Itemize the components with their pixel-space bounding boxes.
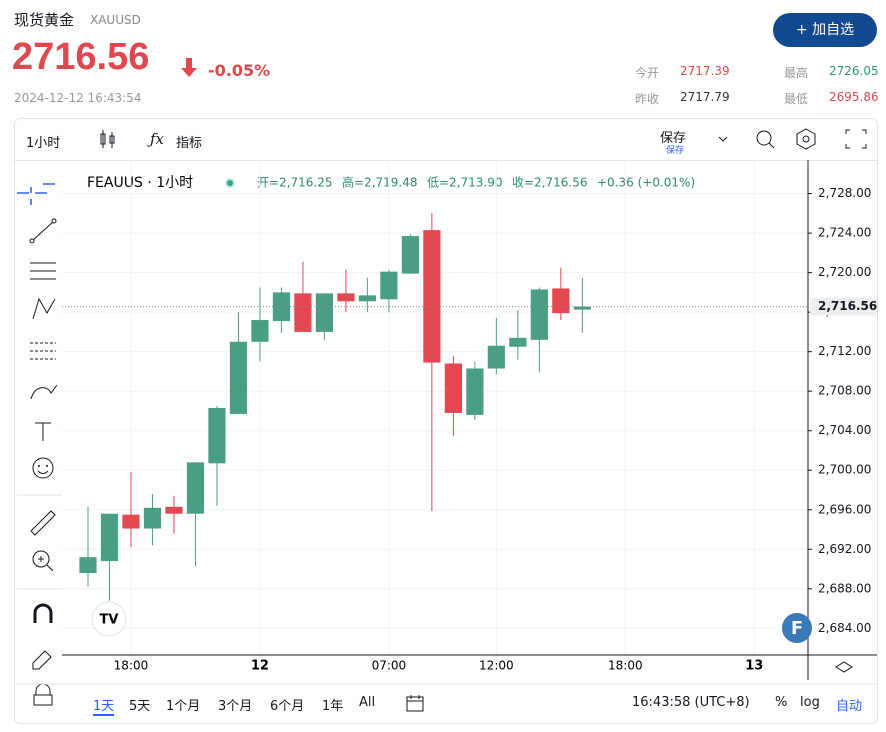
range-button[interactable]: All <box>359 695 376 710</box>
drawing-tools <box>17 183 62 706</box>
instrument-name: 现货黄金 <box>14 11 75 29</box>
stat-label: 最低 <box>784 92 809 106</box>
y-tick-label: 2,712.00 <box>818 344 871 358</box>
y-tick-label: 2,704.00 <box>818 423 871 437</box>
candle-body <box>552 288 570 314</box>
candle-body <box>380 271 398 300</box>
candle-body <box>444 363 462 413</box>
stat-label: 昨收 <box>635 92 660 106</box>
range-button[interactable]: 3个月 <box>218 699 253 714</box>
stat-value: 2717.79 <box>680 90 730 104</box>
stat-value: 2717.39 <box>680 64 730 78</box>
range-button[interactable]: 5天 <box>129 699 151 714</box>
candle-body <box>423 230 441 363</box>
x-tick-label: 07:00 <box>372 659 407 673</box>
indicators-button[interactable]: 指标 <box>176 136 203 151</box>
timestamp: 2024-12-12 16:43:54 <box>14 91 142 105</box>
price: 2716.56 <box>12 36 150 78</box>
candle-body <box>401 236 419 274</box>
down-arrow <box>181 58 197 77</box>
candle-body <box>487 345 505 369</box>
y-tick-label: 2,700.00 <box>818 463 871 477</box>
toolbar-divider <box>15 160 877 161</box>
f-logo <box>782 613 812 643</box>
chart-widget <box>14 118 878 724</box>
save-button[interactable]: 保存 <box>660 131 687 146</box>
candle-body <box>573 306 591 310</box>
x-tick-label: 12 <box>251 659 269 674</box>
y-tick-label: 2,688.00 <box>818 581 871 595</box>
auto-toggle[interactable]: 自动 <box>836 699 863 714</box>
range-button[interactable]: 6个月 <box>270 699 305 714</box>
last-price-box <box>810 297 876 316</box>
instrument-symbol: XAUUSD <box>90 13 141 27</box>
y-tick-label: 2,724.00 <box>818 226 871 240</box>
chart-type-button[interactable] <box>98 128 118 150</box>
candle-body <box>229 341 248 414</box>
indicators-icon: ƒx <box>150 130 165 148</box>
candle-body <box>186 462 205 514</box>
save-dropdown[interactable] <box>716 134 730 144</box>
candle-body <box>165 506 183 514</box>
clock: 16:43:58 (UTC+8) <box>632 695 750 710</box>
legend-high: 高=2,719.48 <box>342 175 418 190</box>
add-watchlist-button[interactable]: + 加自选 <box>773 13 877 47</box>
stat-label: 最高 <box>784 66 809 80</box>
candle-body <box>509 337 527 347</box>
tv-logo <box>91 601 127 637</box>
f-logo-text: F <box>791 618 803 639</box>
log-toggle[interactable]: log <box>800 695 820 710</box>
legend-change: +0.36 (+0.01%) <box>597 176 695 190</box>
y-tick-label: 2,696.00 <box>818 502 871 516</box>
stat-value: 2726.05 <box>829 64 879 78</box>
last-price-label: 2,716.56 <box>818 299 877 313</box>
interval-button[interactable]: 1小时 <box>26 136 61 151</box>
legend-close: 收=2,716.56 <box>512 176 588 190</box>
y-tick-label: 2,708.00 <box>818 384 871 398</box>
tv-logo-text: TV <box>100 613 119 628</box>
range-button[interactable]: 1天 <box>93 695 115 716</box>
candle-body <box>79 557 97 573</box>
candle-body <box>122 514 140 529</box>
candle-body <box>143 507 162 529</box>
candle-body <box>315 293 334 332</box>
stat-label: 今开 <box>635 66 660 80</box>
settings-icon[interactable] <box>835 661 853 673</box>
range-button[interactable]: 1个月 <box>166 699 201 714</box>
x-tick-label: 18:00 <box>114 659 149 673</box>
range-button[interactable]: 1年 <box>322 699 344 714</box>
candle-body <box>100 513 119 562</box>
legend-low: 低=2,713.90 <box>427 176 503 190</box>
y-tick-label: 2,684.00 <box>818 621 871 635</box>
candle-body <box>530 289 548 340</box>
save-status: 保存 <box>666 146 685 156</box>
candle-body <box>358 295 376 302</box>
legend-title: FEAUUS · 1小时 <box>87 175 193 191</box>
change: -0.05% <box>208 61 271 80</box>
toolbar-right-icons <box>756 128 867 150</box>
candle-body <box>294 293 312 332</box>
candle-body <box>208 407 226 464</box>
candle-body <box>251 320 269 342</box>
x-tick-label: 12:00 <box>479 659 514 673</box>
candle-body <box>466 368 484 415</box>
x-tick-label: 13 <box>745 659 763 674</box>
status-dot-inner <box>227 180 233 186</box>
y-tick-label: 2,692.00 <box>818 542 871 556</box>
y-tick-label: 2,720.00 <box>818 265 871 279</box>
stat-value: 2695.86 <box>829 90 879 104</box>
x-tick-label: 18:00 <box>608 659 643 673</box>
percent-toggle[interactable]: % <box>775 695 788 710</box>
date-range-icon[interactable] <box>404 693 426 713</box>
legend-open: 开=2,716.25 <box>257 176 333 190</box>
candle-body <box>337 293 355 302</box>
y-tick-label: 2,728.00 <box>818 186 871 200</box>
